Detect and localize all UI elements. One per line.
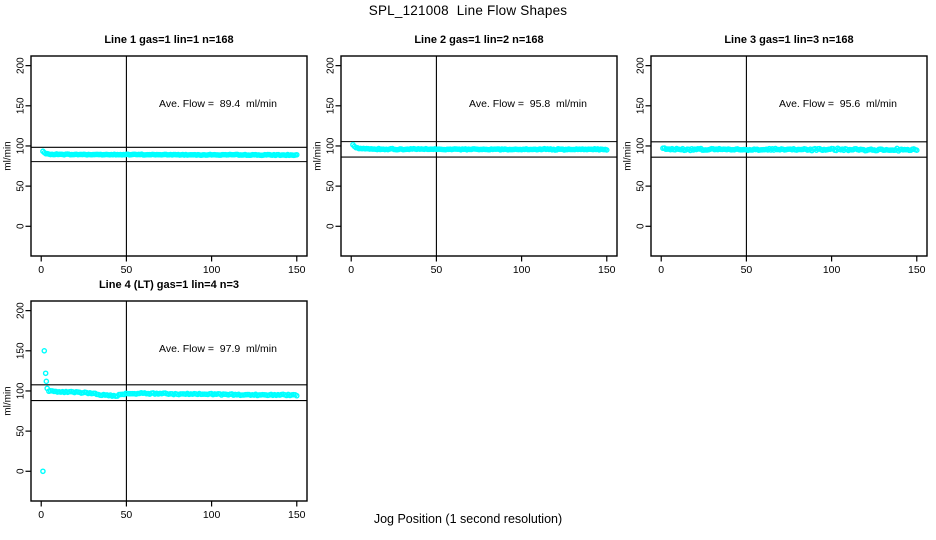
svg-text:ml/min: ml/min: [623, 141, 634, 170]
svg-text:0: 0: [658, 264, 664, 276]
svg-text:50: 50: [16, 180, 27, 192]
svg-text:200: 200: [636, 57, 647, 74]
svg-text:50: 50: [121, 264, 133, 276]
svg-text:200: 200: [326, 57, 337, 74]
x-axis-label: Jog Position (1 second resolution): [373, 512, 563, 526]
panel-line-4: Line 4 (LT) gas=1 lin=4 n=3 Ave. Flow = …: [0, 259, 312, 524]
svg-text:0: 0: [326, 223, 337, 229]
plot-area: 0 50 100 150 200 ml/min 0 50 100 150: [313, 55, 618, 276]
panel-line-2: Line 2 gas=1 lin=2 n=168 Ave. Flow = 95.…: [310, 14, 622, 279]
svg-text:0: 0: [16, 223, 27, 229]
svg-text:50: 50: [741, 264, 753, 276]
svg-text:150: 150: [908, 264, 926, 276]
panel-title: Line 4 (LT) gas=1 lin=4 n=3: [98, 279, 240, 291]
panel-title: Line 3 gas=1 lin=3 n=168: [724, 34, 854, 46]
plot-area: 0 50 100 150 200 ml/min 0 50 100 150: [3, 55, 308, 276]
panel-line-1: Line 1 gas=1 lin=1 n=168 Ave. Flow = 89.…: [0, 14, 312, 279]
svg-text:100: 100: [513, 264, 531, 276]
figure-title: SPL_121008 Line Flow Shapes: [368, 3, 568, 18]
svg-text:50: 50: [326, 180, 337, 192]
svg-text:150: 150: [288, 509, 306, 521]
plot-area: 0 50 100 150 200 ml/min 0 50 100 150: [623, 55, 928, 276]
svg-text:150: 150: [16, 97, 27, 114]
svg-text:150: 150: [288, 264, 306, 276]
svg-text:ml/min: ml/min: [313, 141, 324, 170]
panel-line-3: Line 3 gas=1 lin=3 n=168 Ave. Flow = 95.…: [620, 14, 932, 279]
svg-text:150: 150: [16, 342, 27, 359]
svg-text:200: 200: [16, 302, 27, 319]
svg-text:ml/min: ml/min: [3, 141, 14, 170]
svg-text:100: 100: [636, 137, 647, 154]
svg-text:150: 150: [326, 97, 337, 114]
svg-text:150: 150: [598, 264, 616, 276]
svg-text:50: 50: [121, 509, 133, 521]
panel-title: Line 2 gas=1 lin=2 n=168: [414, 34, 544, 46]
svg-text:100: 100: [326, 137, 337, 154]
svg-text:0: 0: [38, 509, 44, 521]
svg-text:100: 100: [16, 137, 27, 154]
svg-text:50: 50: [16, 425, 27, 437]
ave-flow-annotation: Ave. Flow = 95.8 ml/min: [469, 98, 587, 110]
plot-area: 0 50 100 150 200 ml/min 0 50 100 150: [3, 300, 308, 521]
svg-text:50: 50: [636, 180, 647, 192]
svg-text:100: 100: [203, 264, 221, 276]
ave-flow-annotation: Ave. Flow = 89.4 ml/min: [159, 98, 277, 110]
svg-text:200: 200: [16, 57, 27, 74]
svg-text:0: 0: [348, 264, 354, 276]
svg-text:0: 0: [16, 468, 27, 474]
svg-text:100: 100: [203, 509, 221, 521]
svg-text:0: 0: [38, 264, 44, 276]
svg-text:100: 100: [823, 264, 841, 276]
svg-text:ml/min: ml/min: [3, 386, 14, 415]
panel-title: Line 1 gas=1 lin=1 n=168: [104, 34, 234, 46]
svg-text:0: 0: [636, 223, 647, 229]
ave-flow-annotation: Ave. Flow = 97.9 ml/min: [159, 343, 277, 355]
svg-text:100: 100: [16, 382, 27, 399]
svg-text:150: 150: [636, 97, 647, 114]
svg-text:50: 50: [431, 264, 443, 276]
ave-flow-annotation: Ave. Flow = 95.6 ml/min: [779, 98, 897, 110]
